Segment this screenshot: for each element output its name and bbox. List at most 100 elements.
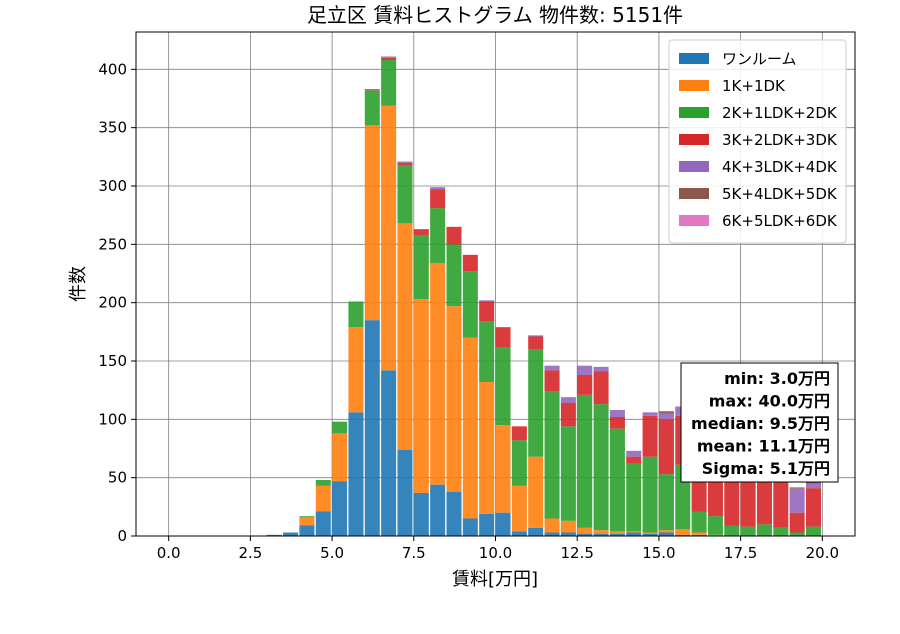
bar-2-21: [593, 404, 609, 531]
bar-2-8: [381, 60, 397, 106]
bar-2-7: [364, 90, 380, 126]
x-ticks: 0.0 2.5 5.0 7.5 10.0 12.5 15.0 17.5 20.0: [157, 536, 839, 562]
bar-1-13: [462, 337, 478, 519]
bar-2-27: [691, 511, 707, 533]
bar-1-27: [691, 532, 707, 535]
bar-2-30: [740, 526, 756, 536]
bar-4-9: [397, 161, 413, 163]
bar-2-29: [724, 525, 740, 536]
legend-swatch: [679, 215, 709, 226]
bar-3-18: [544, 370, 560, 392]
legend: ワンルーム 1K+1DK 2K+1LDK+2DK 3K+2LDK+3DK 4K+3LDK…: [668, 39, 847, 244]
bar-3-17: [528, 336, 544, 350]
bar-0-23: [626, 532, 642, 536]
bar-4-24: [642, 412, 658, 416]
bar-1-19: [560, 520, 576, 533]
bar-1-8: [381, 105, 397, 371]
bar-2-16: [511, 440, 527, 486]
bar-4-25: [658, 413, 674, 420]
bar-5-33: [789, 488, 805, 490]
bar-2-11: [430, 208, 446, 263]
x-tick-label: 15.0: [642, 544, 675, 562]
bar-1-28: [707, 534, 723, 536]
bar-1-26: [675, 529, 691, 535]
bar-0-12: [446, 491, 462, 536]
bar-2-5: [332, 421, 348, 434]
bar-1-11: [430, 263, 446, 485]
bar-0-1: [266, 534, 282, 536]
bar-2-6: [348, 301, 364, 328]
bar-0-3: [299, 525, 315, 536]
x-tick-label: 7.5: [402, 544, 426, 562]
bar-2-17: [528, 349, 544, 457]
legend-label: 6K+5LDK+6DK: [722, 212, 838, 230]
x-tick-label: 2.5: [238, 544, 262, 562]
bar-1-4: [315, 485, 331, 512]
bar-2-32: [773, 527, 789, 536]
bar-4-22: [609, 410, 625, 417]
bar-6-33: [789, 487, 805, 489]
bar-3-21: [593, 371, 609, 405]
bar-0-4: [315, 511, 331, 536]
bar-2-33: [789, 532, 805, 536]
legend-swatch: [679, 134, 709, 145]
legend-swatch: [679, 107, 709, 118]
bar-3-10: [413, 229, 429, 235]
bar-5-25: [658, 411, 674, 414]
bar-3-24: [642, 415, 658, 457]
bar-2-20: [577, 394, 593, 528]
bar-4-34: [805, 483, 822, 489]
bar-1-9: [397, 223, 413, 450]
bar-2-13: [462, 271, 478, 338]
legend-label: ワンルーム: [722, 50, 797, 68]
bar-2-18: [544, 391, 560, 519]
bar-4-18: [544, 365, 560, 371]
bar-3-22: [609, 417, 625, 429]
bar-1-12: [446, 306, 462, 492]
bar-0-16: [511, 531, 527, 536]
bar-0-18: [544, 532, 560, 536]
bar-2-25: [658, 474, 674, 531]
bars-layer: [266, 56, 822, 536]
bar-3-32: [773, 474, 789, 528]
legend-swatch: [679, 80, 709, 91]
bar-3-15: [495, 327, 511, 347]
y-tick-label: 350: [98, 119, 127, 137]
bar-2-10: [413, 235, 429, 300]
bar-2-9: [397, 165, 413, 224]
legend-swatch: [679, 161, 709, 172]
bar-2-34: [805, 526, 822, 536]
bar-0-10: [413, 492, 429, 536]
bar-3-19: [560, 403, 576, 427]
legend-box: [668, 39, 847, 244]
bar-3-16: [511, 426, 527, 441]
stats-box: min: 3.0万円 max: 40.0万円 median: 9.5万円 mean: …: [680, 362, 839, 483]
bar-3-14: [479, 301, 495, 322]
y-tick-label: 150: [98, 352, 127, 370]
bar-0-13: [462, 518, 478, 536]
bar-2-31: [756, 524, 772, 536]
legend-label: 5K+4LDK+5DK: [722, 185, 838, 203]
bar-0-9: [397, 449, 413, 536]
legend-label: 1K+1DK: [722, 77, 786, 95]
bar-4-14: [479, 300, 495, 302]
bar-3-7: [364, 89, 380, 91]
bar-3-23: [626, 456, 642, 464]
bar-3-8: [381, 57, 397, 60]
bar-1-23: [626, 531, 642, 533]
bar-4-11: [430, 187, 446, 190]
y-tick-label: 250: [98, 235, 127, 253]
y-ticks: 0 50 100 150 200 250 300 350 400: [98, 60, 136, 545]
y-axis-label: 件数: [68, 266, 89, 302]
bar-1-20: [577, 527, 593, 534]
y-tick-label: 400: [98, 60, 127, 78]
stats-line: max: 40.0万円: [709, 392, 830, 411]
bar-2-24: [642, 456, 658, 533]
stats-line: Sigma: 5.1万円: [702, 459, 830, 478]
bar-1-21: [593, 530, 609, 534]
stats-box-frame: [680, 362, 839, 483]
bar-4-21: [593, 366, 609, 372]
bar-2-12: [446, 244, 462, 307]
bar-4-33: [789, 489, 805, 513]
